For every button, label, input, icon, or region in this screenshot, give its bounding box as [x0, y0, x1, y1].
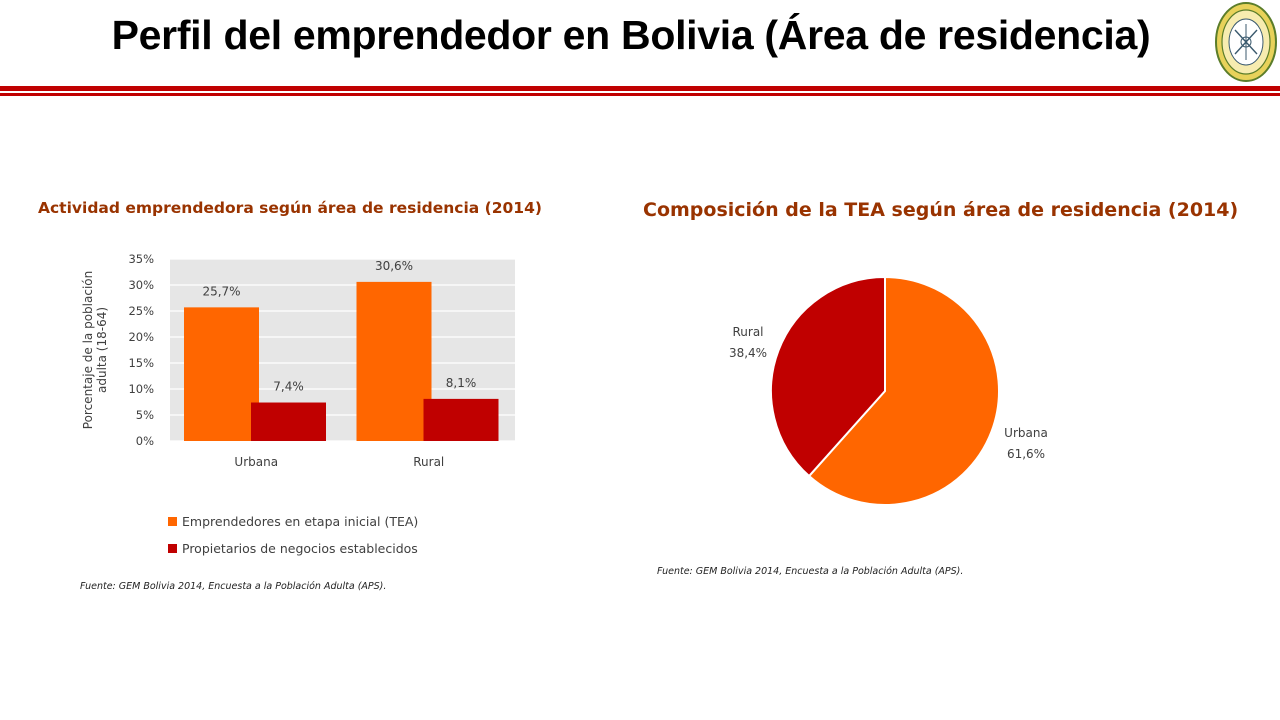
y-tick-label: 20% — [128, 330, 154, 344]
bar-chart-source: Fuente: GEM Bolivia 2014, Encuesta a la … — [80, 581, 387, 592]
header-rule-thin — [0, 93, 1280, 96]
y-tick-label: 0% — [136, 434, 154, 448]
y-tick-label: 5% — [136, 408, 154, 422]
pie-label-value: 61,6% — [1007, 447, 1045, 461]
legend-label: Emprendedores en etapa inicial (TEA) — [182, 514, 418, 529]
bar-rural-tea — [356, 281, 432, 441]
y-axis-label: Porcentaje de la poblaciónadulta (18-64) — [81, 271, 109, 429]
data-label: 7,4% — [273, 380, 304, 394]
pie-slice-urbana — [807, 275, 1000, 506]
y-tick-label: 35% — [128, 252, 154, 266]
y-tick-label: 15% — [128, 356, 154, 370]
pie-chart: Urbana 61,6% Rural 38,4% — [729, 275, 1048, 506]
university-seal-logo — [1215, 2, 1277, 82]
bar-rural-established — [423, 398, 499, 441]
y-tick-label: 25% — [128, 304, 154, 318]
data-label: 30,6% — [375, 259, 413, 273]
y-tick-label: 30% — [128, 278, 154, 292]
x-tick-label: Urbana — [234, 455, 278, 469]
bar-chart-title: Actividad emprendedora según área de res… — [38, 199, 542, 217]
header-rule-thick — [0, 86, 1280, 91]
pie-slice-rural — [770, 275, 886, 478]
pie-label-name: Rural — [732, 325, 763, 339]
pie-chart-source: Fuente: GEM Bolivia 2014, Encuesta a la … — [657, 566, 964, 577]
bar-urbana-tea — [184, 307, 259, 441]
data-label: 8,1% — [446, 376, 477, 390]
slide-title: Perfil del emprendedor en Bolivia (Área … — [111, 12, 1151, 58]
data-label: 25,7% — [202, 284, 240, 298]
bar-urbana-established — [251, 402, 326, 441]
pie-label-value: 38,4% — [729, 346, 767, 360]
legend-label: Propietarios de negocios establecidos — [182, 541, 418, 556]
pie-label-name: Urbana — [1004, 426, 1048, 440]
pie-chart-title: Composición de la TEA según área de resi… — [643, 199, 1239, 221]
bar-chart: 0% 5% 10% 15% 20% 25% 30% 35% 25,7% 7,4% Urbana 30,… — [81, 252, 515, 556]
x-tick-label: Rural — [413, 455, 444, 469]
legend-swatch — [168, 544, 177, 553]
legend-swatch — [168, 517, 177, 526]
y-tick-label: 10% — [128, 382, 154, 396]
